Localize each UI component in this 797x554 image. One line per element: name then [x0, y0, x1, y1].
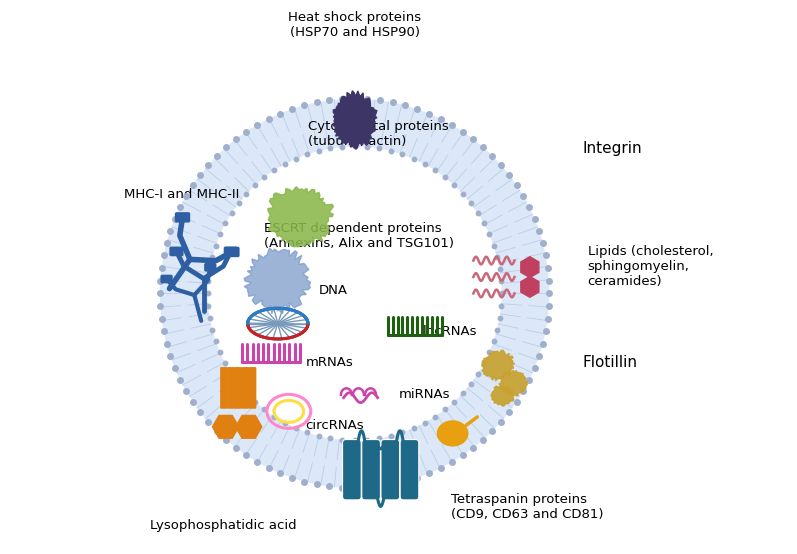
Circle shape [160, 99, 549, 488]
Polygon shape [520, 276, 539, 297]
Text: Lysophosphatidic acid: Lysophosphatidic acid [150, 519, 296, 532]
Text: Integrin: Integrin [583, 141, 642, 156]
Text: miRNAs: miRNAs [398, 388, 450, 402]
Polygon shape [333, 91, 377, 149]
Polygon shape [482, 350, 515, 381]
Ellipse shape [437, 420, 469, 447]
Text: circRNAs: circRNAs [305, 419, 364, 432]
FancyBboxPatch shape [224, 247, 238, 257]
FancyBboxPatch shape [400, 439, 418, 500]
Text: DNA: DNA [319, 284, 348, 297]
Polygon shape [213, 416, 239, 438]
Text: mRNAs: mRNAs [305, 356, 353, 368]
Circle shape [208, 146, 501, 440]
Polygon shape [244, 248, 311, 314]
FancyBboxPatch shape [362, 439, 380, 500]
Polygon shape [499, 370, 528, 396]
Polygon shape [491, 386, 515, 406]
Polygon shape [235, 416, 262, 438]
FancyBboxPatch shape [234, 367, 242, 409]
FancyBboxPatch shape [224, 247, 240, 257]
FancyBboxPatch shape [343, 439, 361, 500]
FancyBboxPatch shape [227, 367, 235, 409]
Polygon shape [268, 187, 333, 247]
FancyBboxPatch shape [220, 367, 228, 409]
FancyBboxPatch shape [175, 212, 190, 223]
Text: MHC-I and MHC-II: MHC-I and MHC-II [124, 188, 240, 201]
Text: Cytoskeletal proteins
(tubulin, actin): Cytoskeletal proteins (tubulin, actin) [308, 120, 449, 148]
FancyBboxPatch shape [249, 367, 257, 409]
FancyBboxPatch shape [381, 439, 399, 500]
Text: Lipids (cholesterol,
sphingomyelin,
ceramides): Lipids (cholesterol, sphingomyelin, cera… [587, 244, 713, 288]
Text: Heat shock proteins
(HSP70 and HSP90): Heat shock proteins (HSP70 and HSP90) [288, 11, 421, 39]
Polygon shape [520, 257, 539, 278]
FancyBboxPatch shape [241, 367, 249, 409]
Text: Tetraspanin proteins
(CD9, CD63 and CD81): Tetraspanin proteins (CD9, CD63 and CD81… [450, 494, 603, 521]
FancyBboxPatch shape [170, 247, 183, 257]
Text: lncRNAs: lncRNAs [423, 325, 477, 338]
Text: Flotillin: Flotillin [583, 355, 638, 370]
FancyBboxPatch shape [160, 275, 173, 283]
FancyBboxPatch shape [204, 263, 217, 271]
Text: ESCRT dependent proteins
(Annexins, Alix and TSG101): ESCRT dependent proteins (Annexins, Alix… [264, 222, 454, 250]
